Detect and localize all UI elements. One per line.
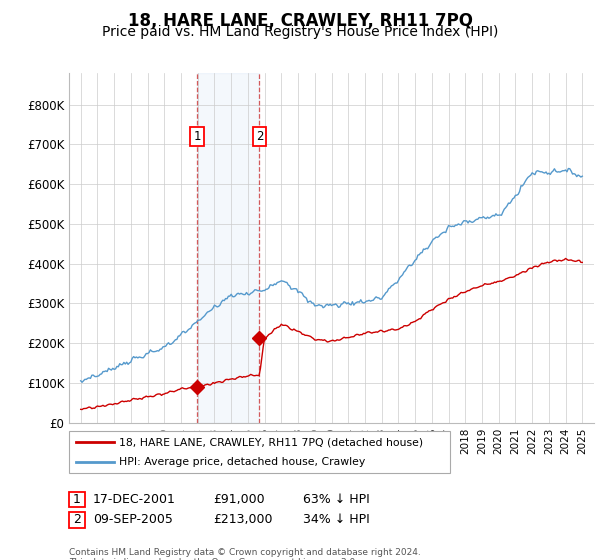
Text: £91,000: £91,000 [213,493,265,506]
Text: 18, HARE LANE, CRAWLEY, RH11 7PQ: 18, HARE LANE, CRAWLEY, RH11 7PQ [128,12,473,30]
Text: 17-DEC-2001: 17-DEC-2001 [93,493,176,506]
Text: 1: 1 [73,493,81,506]
Bar [197,73,259,423]
Text: 18, HARE LANE, CRAWLEY, RH11 7PQ (detached house): 18, HARE LANE, CRAWLEY, RH11 7PQ (detach… [119,437,423,447]
Text: £213,000: £213,000 [213,513,272,526]
Text: HPI: Average price, detached house, Crawley: HPI: Average price, detached house, Craw… [119,457,365,466]
Text: Price paid vs. HM Land Registry's House Price Index (HPI): Price paid vs. HM Land Registry's House … [102,25,498,39]
Text: 63% ↓ HPI: 63% ↓ HPI [303,493,370,506]
Text: Contains HM Land Registry data © Crown copyright and database right 2024.
This d: Contains HM Land Registry data © Crown c… [69,548,421,560]
Text: 09-SEP-2005: 09-SEP-2005 [93,513,173,526]
Text: 2: 2 [256,130,263,143]
Text: 34% ↓ HPI: 34% ↓ HPI [303,513,370,526]
Text: 2: 2 [73,513,81,526]
Text: 1: 1 [193,130,201,143]
